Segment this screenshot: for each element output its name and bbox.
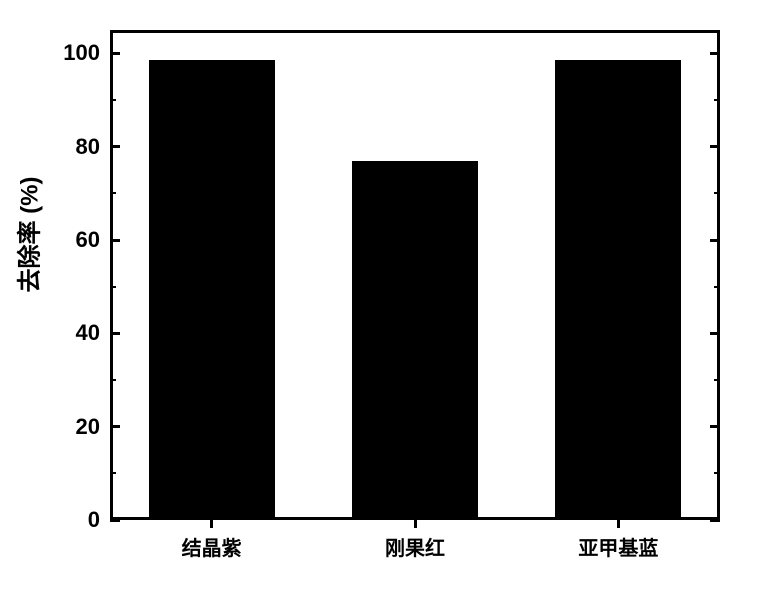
y-major-tick	[710, 332, 720, 335]
bar	[555, 60, 681, 520]
y-tick-label: 20	[50, 414, 100, 440]
y-tick-label: 60	[50, 227, 100, 253]
y-tick-label: 80	[50, 134, 100, 160]
x-tick-label: 结晶紫	[152, 532, 272, 561]
x-tick-label: 刚果红	[355, 532, 475, 561]
y-major-tick	[110, 52, 120, 55]
y-major-tick	[710, 425, 720, 428]
y-minor-tick	[714, 99, 720, 101]
y-major-tick	[710, 239, 720, 242]
y-axis-label: 去除率 (%)	[10, 269, 45, 293]
y-major-tick	[710, 52, 720, 55]
y-major-tick	[110, 519, 120, 522]
y-minor-tick	[714, 192, 720, 194]
y-tick-label: 100	[50, 40, 100, 66]
y-major-tick	[110, 239, 120, 242]
y-minor-tick	[110, 379, 116, 381]
y-minor-tick	[110, 286, 116, 288]
y-minor-tick	[714, 379, 720, 381]
y-tick-label: 40	[50, 320, 100, 346]
y-minor-tick	[110, 472, 116, 474]
bar	[352, 161, 478, 520]
y-major-tick	[710, 145, 720, 148]
y-tick-label: 0	[50, 507, 100, 533]
y-major-tick	[710, 519, 720, 522]
y-minor-tick	[110, 99, 116, 101]
y-minor-tick	[714, 472, 720, 474]
x-tick-label: 亚甲基蓝	[558, 532, 678, 561]
x-tick	[617, 520, 620, 528]
y-major-tick	[110, 145, 120, 148]
bar-chart: 去除率 (%) 0 20 40 60 80 100 结晶紫 刚果红 亚甲基蓝	[0, 0, 763, 594]
bar	[149, 60, 275, 520]
x-tick	[414, 520, 417, 528]
y-minor-tick	[714, 286, 720, 288]
y-major-tick	[110, 425, 120, 428]
y-major-tick	[110, 332, 120, 335]
x-tick	[210, 520, 213, 528]
y-minor-tick	[110, 192, 116, 194]
